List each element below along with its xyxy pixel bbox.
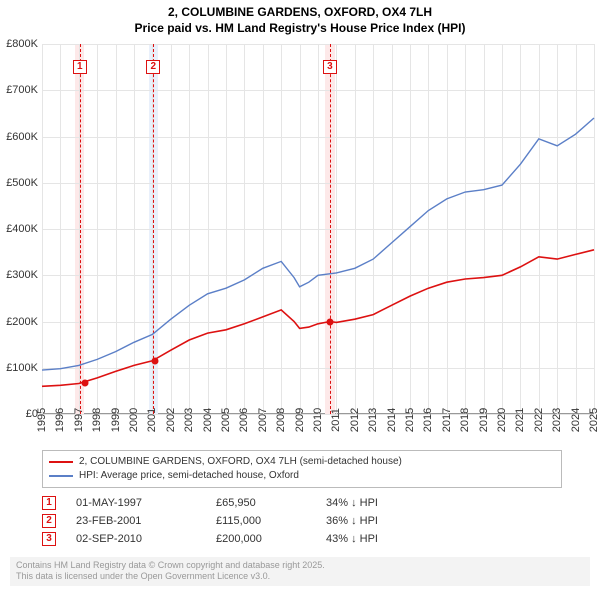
title-line1: 2, COLUMBINE GARDENS, OXFORD, OX4 7LH [0,4,600,20]
chart-plot-area: £0£100K£200K£300K£400K£500K£600K£700K£80… [42,44,594,414]
event-row-marker: 1 [42,496,56,510]
event-price: £115,000 [216,515,326,527]
y-tick-label: £100K [6,362,38,374]
y-tick-label: £800K [6,38,38,50]
event-row: 3 02-SEP-2010£200,00043% ↓ HPI [42,530,378,548]
event-date: 01-MAY-1997 [76,497,216,509]
y-tick-label: £600K [6,131,38,143]
legend-swatch [49,475,73,477]
y-tick-label: £500K [6,177,38,189]
event-delta: 43% ↓ HPI [326,533,378,545]
y-tick-label: £300K [6,269,38,281]
event-delta: 34% ↓ HPI [326,497,378,509]
event-row: 2 23-FEB-2001£115,00036% ↓ HPI [42,512,378,530]
footer-line2: This data is licensed under the Open Gov… [16,571,584,583]
y-tick-label: £200K [6,316,38,328]
event-price: £200,000 [216,533,326,545]
gridline-v [594,44,595,414]
event-price: £65,950 [216,497,326,509]
event-row: 1 01-MAY-1997£65,95034% ↓ HPI [42,494,378,512]
series-hpi [42,44,594,414]
chart-title: 2, COLUMBINE GARDENS, OXFORD, OX4 7LH Pr… [0,0,600,36]
y-tick-label: £700K [6,84,38,96]
event-delta: 36% ↓ HPI [326,515,378,527]
legend-label: 2, COLUMBINE GARDENS, OXFORD, OX4 7LH (s… [79,455,402,469]
event-date: 23-FEB-2001 [76,515,216,527]
legend-label: HPI: Average price, semi-detached house,… [79,469,299,483]
event-row-marker: 3 [42,532,56,546]
event-row-marker: 2 [42,514,56,528]
legend-item: 2, COLUMBINE GARDENS, OXFORD, OX4 7LH (s… [49,455,555,469]
legend-item: HPI: Average price, semi-detached house,… [49,469,555,483]
y-tick-label: £400K [6,223,38,235]
footer-attribution: Contains HM Land Registry data © Crown c… [10,557,590,586]
footer-line1: Contains HM Land Registry data © Crown c… [16,560,584,572]
legend-swatch [49,461,73,463]
events-table: 1 01-MAY-1997£65,95034% ↓ HPI 2 23-FEB-2001… [42,494,378,548]
title-line2: Price paid vs. HM Land Registry's House … [0,20,600,36]
event-date: 02-SEP-2010 [76,533,216,545]
legend: 2, COLUMBINE GARDENS, OXFORD, OX4 7LH (s… [42,450,562,488]
